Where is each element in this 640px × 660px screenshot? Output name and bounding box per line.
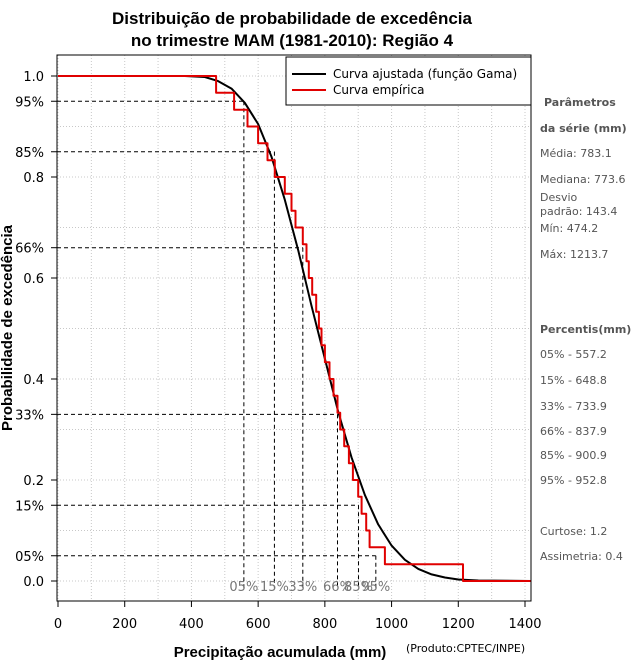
legend-label-fitted: Curva ajustada (função Gama) (333, 67, 517, 81)
param-mediana: Mediana: 773.6 (540, 173, 625, 186)
param-desvio-line2: padrão: 143.4 (540, 205, 617, 218)
x-tick-label: 400 (179, 617, 204, 632)
percentile-label: 05% (229, 580, 258, 595)
y-tick-label: 0.4 (23, 373, 44, 388)
x-axis-title: Precipitação acumulada (mm) (174, 644, 387, 660)
param-desvio-line1: Desvio (540, 191, 578, 204)
y-axis-title: Probabilidade de excedência (0, 224, 16, 431)
param-max: Máx: 1213.7 (540, 248, 608, 261)
percentile-label: 85% (344, 580, 373, 595)
x-tick-label: 1400 (508, 617, 541, 632)
y-tick-label: 15% (15, 499, 44, 514)
param-assimetria: Assimetria: 0.4 (540, 550, 623, 563)
params-title-line1: Parâmetros (544, 96, 616, 109)
series-lines (58, 75, 532, 582)
x-tick-label: 1200 (442, 617, 475, 632)
y-tick-label: 1.0 (23, 70, 44, 85)
x-tick-label: 0 (54, 617, 62, 632)
x-axis-ticks: 0 200 400 600 800 1000 1200 1400 (54, 601, 542, 632)
y-tick-label: 95% (15, 95, 44, 110)
y-tick-label: 0.8 (23, 171, 44, 186)
y-tick-label: 85% (15, 146, 44, 161)
percentil-15: 15% - 648.8 (540, 374, 607, 387)
series-parameters-panel: Parâmetros da série (mm) Média: 783.1 Me… (540, 96, 631, 563)
chart-title-line1: Distribuição de probabilidade de excedên… (112, 9, 472, 28)
y-axis-ticks: 1.0 95% 85% 0.8 66% 0.6 0.4 33% 0.2 15% 05% 0.0 (15, 70, 57, 590)
empirical-curve (58, 75, 531, 582)
param-curtose: Curtose: 1.2 (540, 525, 607, 538)
y-tick-label: 05% (15, 550, 44, 565)
percentil-33: 33% - 733.9 (540, 400, 607, 413)
percentil-66: 66% - 837.9 (540, 425, 607, 438)
legend: Curva ajustada (função Gama) Curva empír… (285, 56, 532, 106)
x-tick-label: 600 (246, 617, 271, 632)
percentil-05: 05% - 557.2 (540, 348, 607, 361)
params-title-line2: da série (mm) (540, 122, 627, 135)
y-tick-label: 0.0 (23, 575, 44, 590)
fitted-curve (58, 75, 532, 582)
param-min: Mín: 474.2 (540, 222, 598, 235)
legend-label-empirical: Curva empírica (333, 83, 424, 97)
percentis-title: Percentis(mm) (540, 323, 631, 336)
percentile-label: 66% (323, 580, 352, 595)
percentil-95: 95% - 952.8 (540, 474, 607, 487)
product-credit: (Produto:CPTEC/INPE) (406, 642, 525, 655)
grid (57, 55, 531, 601)
legend-box (285, 56, 532, 106)
chart-title-line2: no trimestre MAM (1981-2010): Região 4 (131, 31, 454, 50)
x-tick-label: 200 (112, 617, 137, 632)
percentile-label: 15% (260, 580, 289, 595)
percentile-labels: 05% 15% 33% 66%85%95% (229, 580, 390, 595)
y-tick-label: 0.6 (23, 272, 44, 287)
percentile-label: 95% (361, 580, 390, 595)
y-tick-label: 33% (15, 408, 44, 423)
param-media: Média: 783.1 (540, 147, 612, 160)
x-tick-label: 1000 (375, 617, 408, 632)
plot-frame (56, 54, 532, 602)
y-tick-label: 0.2 (23, 474, 44, 489)
percentil-85: 85% - 900.9 (540, 449, 607, 462)
percentile-label: 33% (288, 580, 317, 595)
percentile-reference-lines (57, 100, 377, 589)
y-tick-label: 66% (15, 242, 44, 257)
x-tick-label: 800 (312, 617, 337, 632)
